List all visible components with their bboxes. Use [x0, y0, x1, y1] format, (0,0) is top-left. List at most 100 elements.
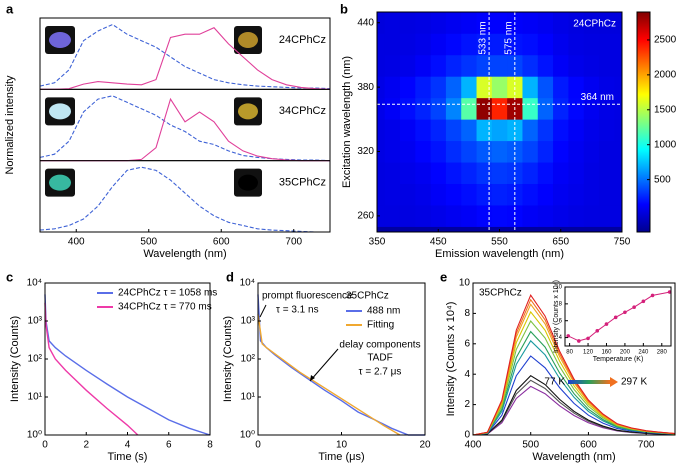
y-tick-label: 0	[464, 430, 470, 441]
heatmap-cell	[461, 140, 477, 163]
panel-letter: a	[6, 1, 14, 16]
heatmap-cell	[568, 162, 585, 185]
spectrum-line	[40, 27, 331, 90]
y-tick-label: 10³	[28, 316, 43, 327]
heatmap-cell	[599, 205, 615, 227]
annotation: τ = 2.7 μs	[359, 367, 402, 378]
decay-line	[44, 294, 211, 436]
y-tick-label: 10⁰	[240, 430, 255, 441]
heatmap-cell	[430, 140, 447, 163]
heatmap-cell	[537, 33, 554, 56]
heatmap-cell	[568, 12, 585, 34]
heatmap-cell	[445, 205, 462, 227]
panel-letter: e	[440, 269, 447, 284]
heatmap-cell	[522, 119, 539, 142]
heatmap-cell	[445, 183, 462, 206]
heatmap-cell	[553, 140, 569, 163]
plot-title: 35CPhCz	[346, 291, 389, 302]
inset-point	[566, 334, 571, 338]
heatmap-cell	[415, 119, 431, 142]
x-tick-label: 750	[614, 237, 631, 248]
heatmap-cell	[599, 162, 615, 185]
annotation: τ = 3.1 ns	[276, 305, 319, 316]
plot-frame	[472, 282, 676, 436]
heatmap-cell	[399, 205, 416, 227]
heatmap-cell	[583, 140, 600, 163]
heatmap-cell	[491, 205, 508, 227]
annotation-arrow	[309, 348, 339, 382]
x-tick-label: 400	[465, 440, 482, 451]
x-tick-label: 2	[83, 440, 89, 451]
inset-point	[650, 293, 655, 298]
heatmap-cell	[599, 183, 615, 206]
x-axis-label: Time (μs)	[318, 451, 364, 463]
heatmap-cell	[399, 119, 416, 142]
heatmap-cell	[583, 76, 600, 99]
legend-label: Fitting	[367, 320, 394, 331]
colorbar-tick-label: 1500	[654, 104, 677, 115]
inset-point	[604, 322, 609, 326]
photo-glow	[49, 32, 71, 48]
colorbar-tick-label: 500	[654, 174, 671, 185]
x-tick-label: 600	[580, 440, 597, 451]
heatmap-cell	[377, 76, 385, 99]
heatmap-cell	[537, 183, 554, 206]
heatmap-cell	[614, 12, 622, 34]
heatmap-cell	[476, 12, 493, 34]
x-axis-label: Emission wavelength (nm)	[435, 248, 564, 260]
heatmap-cell	[553, 97, 569, 120]
heatmap-cell	[507, 140, 523, 163]
heatmap-cell	[384, 97, 401, 120]
spectrum-line	[472, 355, 676, 436]
heatmap-cell	[476, 33, 493, 56]
heatmap-cell	[461, 33, 477, 56]
heatmap-cell	[522, 12, 539, 34]
panel-letter: c	[6, 269, 13, 284]
heatmap-cell	[553, 183, 569, 206]
heatmap-cell	[537, 12, 554, 34]
photo-glow	[238, 174, 258, 191]
x-tick-label: 700	[638, 440, 655, 451]
heatmap-cell	[553, 33, 569, 56]
x-tick-label: 20	[419, 440, 431, 451]
x-tick-label: 700	[285, 237, 302, 248]
y-tick-label: 10²	[241, 354, 256, 365]
heatmap-cell	[553, 76, 569, 99]
inset-point	[641, 299, 646, 304]
heatmap-cell	[583, 162, 600, 185]
heatmap-cell	[415, 33, 431, 56]
heatmap-cell	[583, 97, 600, 120]
heatmap-cell	[614, 140, 622, 163]
heatmap-cell	[445, 76, 462, 99]
heatmap-cell	[599, 54, 615, 77]
heatmap-cell	[553, 54, 569, 77]
heatmap-cell	[553, 162, 569, 185]
y-tick-label: 380	[357, 82, 374, 93]
x-tick-label: 350	[369, 237, 386, 248]
heatmap-cell	[522, 54, 539, 77]
heatmap-cell	[568, 205, 585, 227]
heatmap-cell	[522, 205, 539, 227]
heatmap-cell	[537, 205, 554, 227]
heatmap-cell	[476, 183, 493, 206]
subplot-frame	[39, 17, 331, 90]
heatmap-cell	[553, 205, 569, 227]
x-axis-label: Time (s)	[108, 451, 148, 463]
marker-label: 533 nm	[478, 21, 489, 54]
x-axis-label: Wavelength (nm)	[143, 248, 226, 260]
y-tick-label: 6	[464, 338, 470, 349]
y-tick-label: 10	[459, 278, 471, 289]
y-axis-label: Intensity (Counts x 10⁴)	[445, 302, 457, 417]
x-tick-label: 550	[491, 237, 508, 248]
annotation-arrow-head	[310, 375, 315, 381]
inset-point	[595, 329, 600, 333]
heatmap-cell	[415, 97, 431, 120]
panel-letter: d	[226, 269, 234, 284]
y-tick-label: 10	[555, 285, 562, 291]
heatmap-cell	[522, 183, 539, 206]
heatmap-cell	[522, 97, 539, 120]
heatmap-cell	[399, 97, 416, 120]
heatmap-cell	[491, 12, 508, 34]
heatmap-cell	[461, 119, 477, 142]
